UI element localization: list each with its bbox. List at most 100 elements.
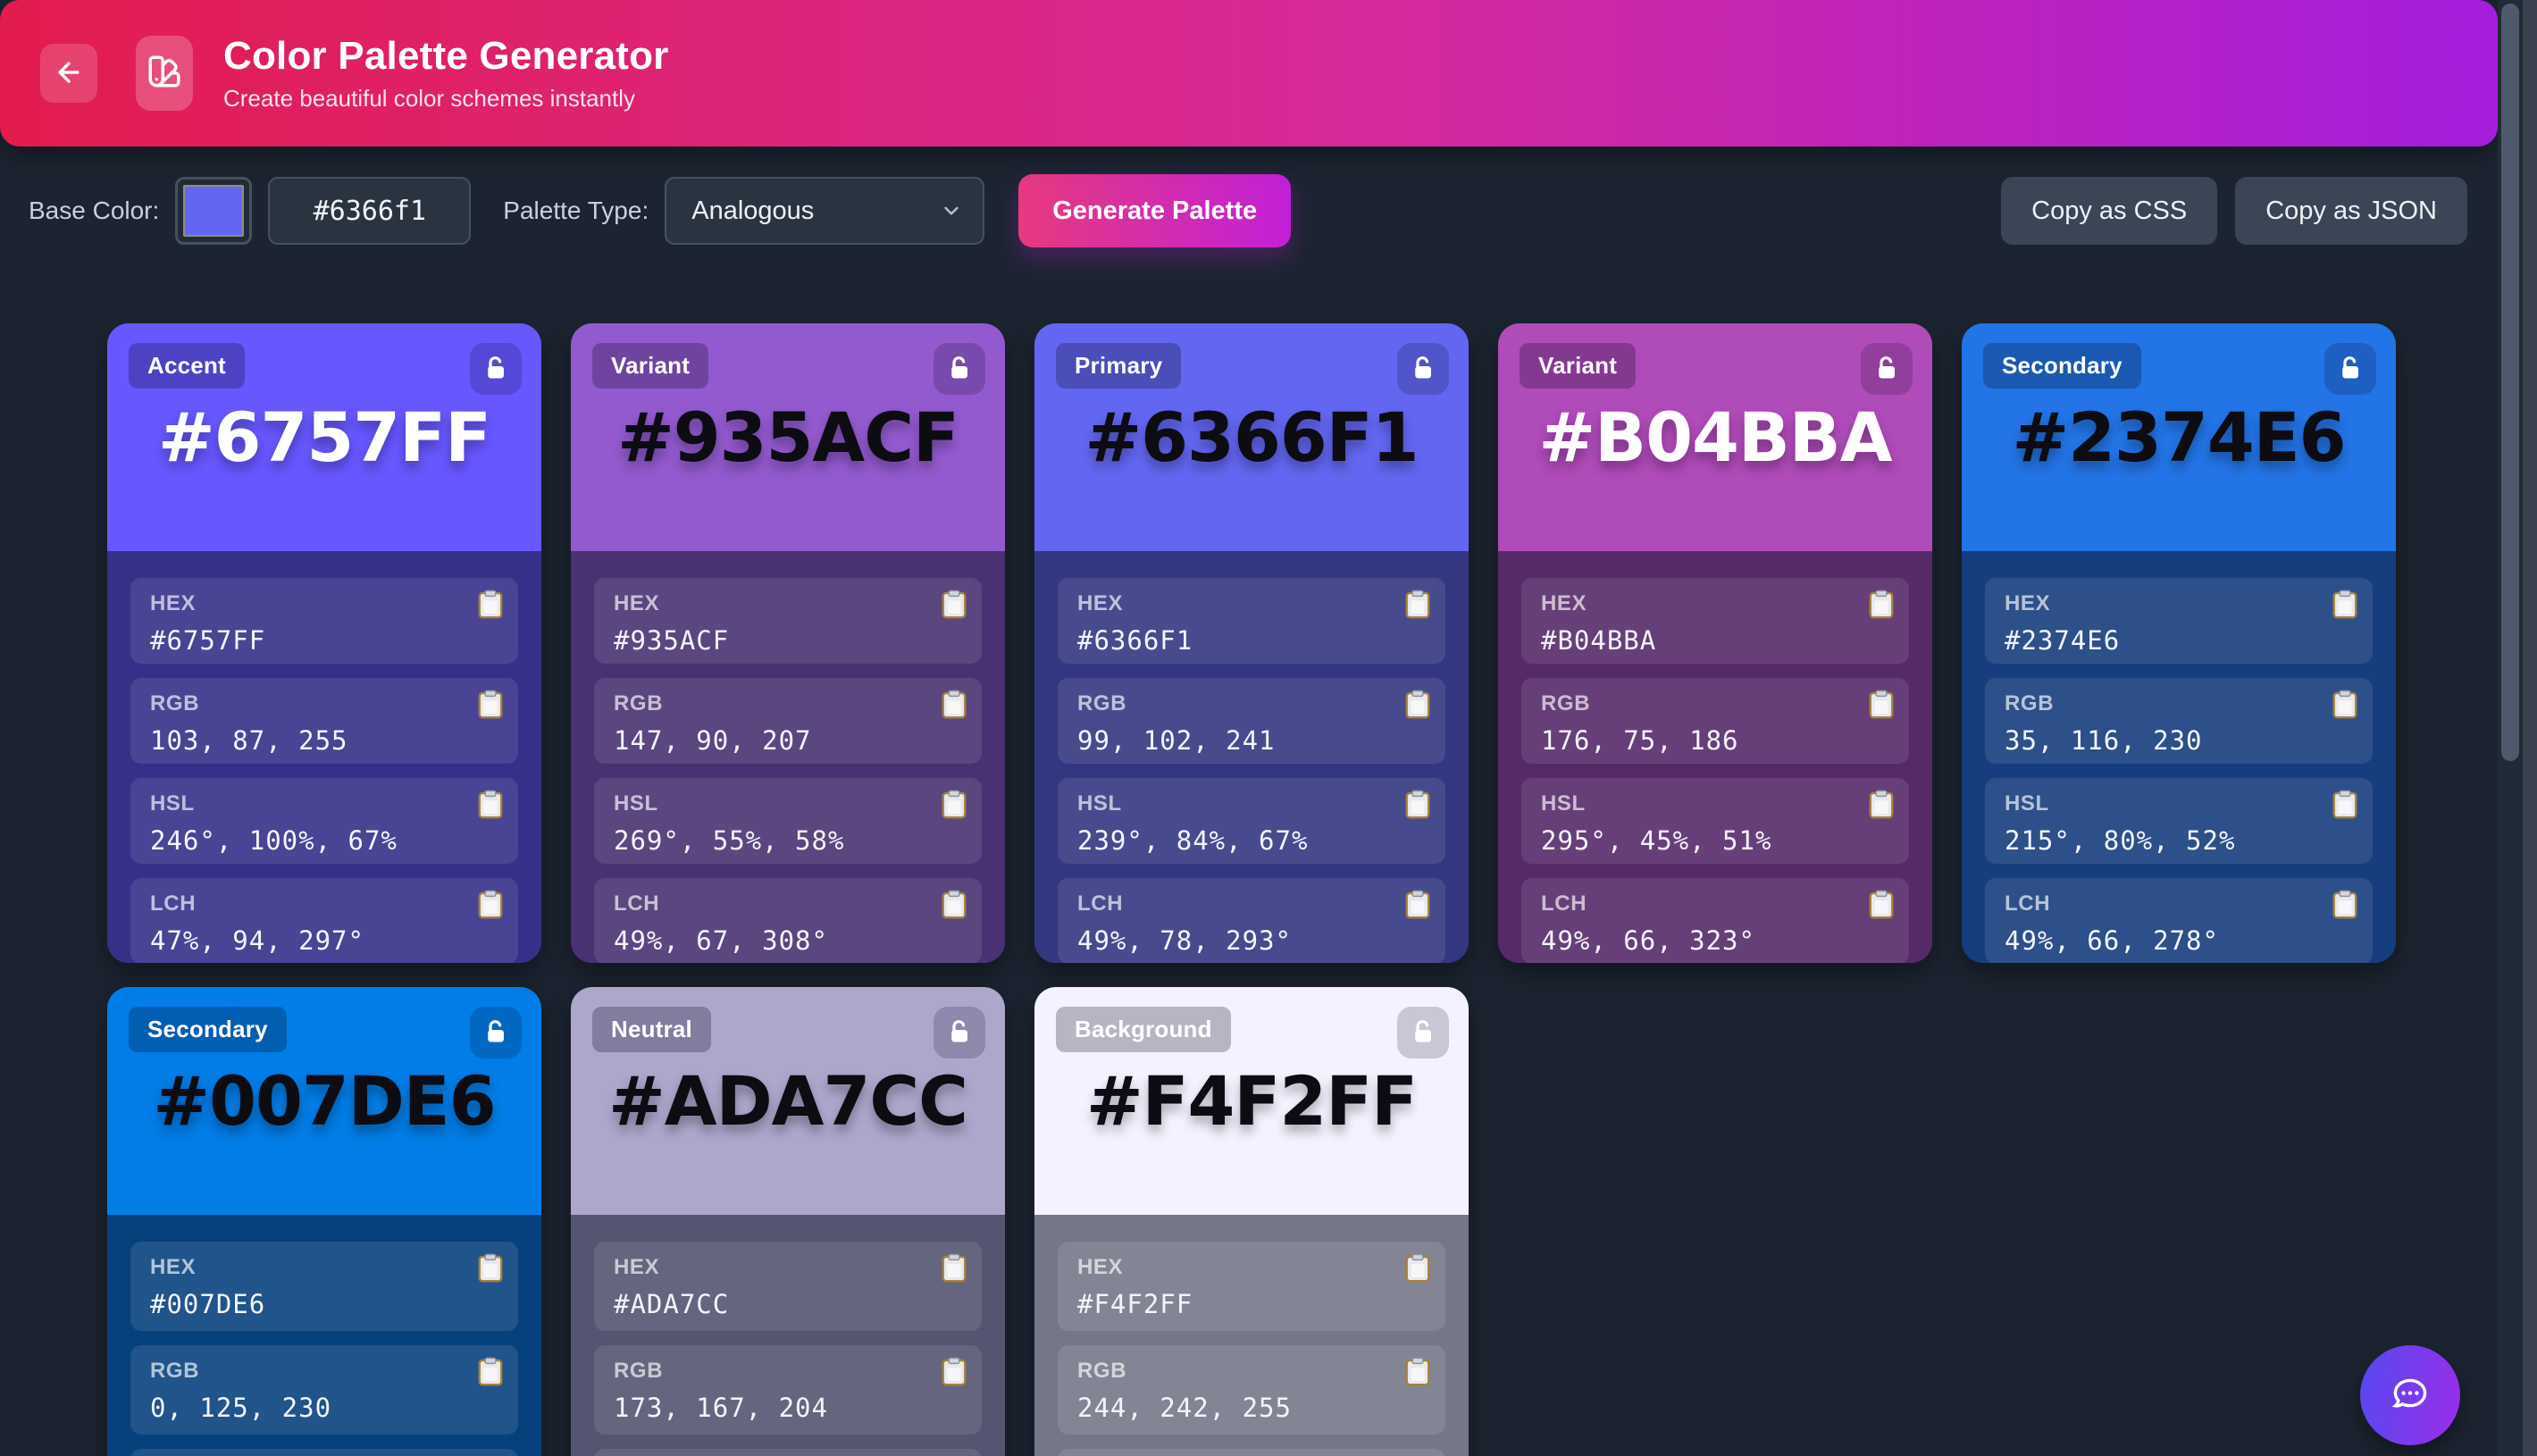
copy-row-hex[interactable]: HEX #935ACF xyxy=(594,578,982,664)
clipboard-icon[interactable] xyxy=(2332,790,2357,819)
clipboard-icon[interactable] xyxy=(1869,690,1894,719)
clipboard-icon[interactable] xyxy=(1405,790,1430,819)
clipboard-icon[interactable] xyxy=(1405,1253,1430,1283)
copy-row-lch[interactable]: LCH 49%, 67, 308° xyxy=(594,878,982,963)
clipboard-icon[interactable] xyxy=(1405,1357,1430,1386)
copy-row-hsl[interactable]: HSL xyxy=(130,1449,518,1456)
base-color-input[interactable] xyxy=(268,177,472,245)
card-hex-value: #935ACF xyxy=(617,397,959,477)
row-label: HEX xyxy=(1077,1255,1124,1279)
row-value: 176, 75, 186 xyxy=(1541,725,1739,756)
copy-row-lch[interactable]: LCH 49%, 78, 293° xyxy=(1058,878,1445,963)
clipboard-icon[interactable] xyxy=(1405,890,1430,919)
clipboard-icon[interactable] xyxy=(942,1357,967,1386)
card-role-badge: Primary xyxy=(1056,343,1182,389)
clipboard-icon[interactable] xyxy=(942,790,967,819)
lock-open-icon xyxy=(946,355,973,384)
copy-row-hsl[interactable]: HSL xyxy=(594,1449,982,1456)
copy-row-rgb[interactable]: RGB 147, 90, 207 xyxy=(594,678,982,764)
copy-row-lch[interactable]: LCH 47%, 94, 297° xyxy=(130,878,518,963)
chat-fab-button[interactable] xyxy=(2360,1345,2460,1445)
row-label: RGB xyxy=(2005,691,2055,715)
clipboard-icon[interactable] xyxy=(1405,590,1430,619)
row-label: HSL xyxy=(1541,791,1586,816)
lock-button[interactable] xyxy=(934,1007,985,1059)
lock-button[interactable] xyxy=(2324,343,2376,395)
copy-row-lch[interactable]: LCH 49%, 66, 323° xyxy=(1521,878,1909,963)
clipboard-icon[interactable] xyxy=(2332,690,2357,719)
row-value: #6366F1 xyxy=(1077,625,1193,656)
back-button[interactable] xyxy=(40,44,97,103)
card-details: HEX #007DE6 RGB 0, 125, 230 HSL xyxy=(107,1215,541,1456)
clipboard-icon[interactable] xyxy=(478,790,503,819)
copy-row-rgb[interactable]: RGB 176, 75, 186 xyxy=(1521,678,1909,764)
copy-row-hsl[interactable]: HSL 269°, 55%, 58% xyxy=(594,778,982,864)
copy-row-hex[interactable]: HEX #B04BBA xyxy=(1521,578,1909,664)
lock-open-icon xyxy=(1410,355,1436,384)
lock-button[interactable] xyxy=(934,343,985,395)
row-value: 49%, 66, 323° xyxy=(1541,925,1755,956)
copy-row-rgb[interactable]: RGB 0, 125, 230 xyxy=(130,1345,518,1435)
copy-json-button[interactable]: Copy as JSON xyxy=(2235,177,2467,245)
copy-row-rgb[interactable]: RGB 173, 167, 204 xyxy=(594,1345,982,1435)
generate-palette-button[interactable]: Generate Palette xyxy=(1018,174,1292,247)
clipboard-icon[interactable] xyxy=(1869,890,1894,919)
copy-row-hex[interactable]: HEX #6757FF xyxy=(130,578,518,664)
clipboard-icon[interactable] xyxy=(478,1357,503,1386)
copy-row-hex[interactable]: HEX #007DE6 xyxy=(130,1242,518,1331)
copy-row-hsl[interactable]: HSL 239°, 84%, 67% xyxy=(1058,778,1445,864)
clipboard-icon[interactable] xyxy=(942,690,967,719)
clipboard-icon[interactable] xyxy=(478,690,503,719)
clipboard-icon[interactable] xyxy=(1869,590,1894,619)
lock-open-icon xyxy=(2337,355,2364,384)
color-card: Background #F4F2FF HEX #F4F2FF RGB 244, 242, … xyxy=(1034,987,1469,1456)
app-logo xyxy=(136,36,193,111)
copy-row-lch[interactable]: LCH 49%, 66, 278° xyxy=(1985,878,2373,963)
copy-row-hex[interactable]: HEX #F4F2FF xyxy=(1058,1242,1445,1331)
copy-row-rgb[interactable]: RGB 244, 242, 255 xyxy=(1058,1345,1445,1435)
row-value: 35, 116, 230 xyxy=(2005,725,2203,756)
row-value: #007DE6 xyxy=(150,1289,266,1319)
row-label: HEX xyxy=(150,591,197,615)
swatch-book-icon xyxy=(146,53,183,95)
clipboard-icon[interactable] xyxy=(942,890,967,919)
clipboard-icon[interactable] xyxy=(2332,590,2357,619)
lock-button[interactable] xyxy=(470,1007,522,1059)
clipboard-icon[interactable] xyxy=(478,1253,503,1283)
clipboard-icon[interactable] xyxy=(478,890,503,919)
base-color-label: Base Color: xyxy=(29,197,160,224)
palette-type-label: Palette Type: xyxy=(503,197,649,224)
lock-button[interactable] xyxy=(1397,1007,1449,1059)
copy-row-hex[interactable]: HEX #2374E6 xyxy=(1985,578,2373,664)
copy-row-rgb[interactable]: RGB 103, 87, 255 xyxy=(130,678,518,764)
clipboard-icon[interactable] xyxy=(1869,790,1894,819)
clipboard-icon[interactable] xyxy=(478,590,503,619)
copy-row-hsl[interactable]: HSL xyxy=(1058,1449,1445,1456)
copy-row-rgb[interactable]: RGB 99, 102, 241 xyxy=(1058,678,1445,764)
base-color-swatch[interactable] xyxy=(175,177,253,245)
copy-row-rgb[interactable]: RGB 35, 116, 230 xyxy=(1985,678,2373,764)
card-role-badge: Variant xyxy=(592,343,709,389)
copy-row-hsl[interactable]: HSL 246°, 100%, 67% xyxy=(130,778,518,864)
copy-row-hsl[interactable]: HSL 215°, 80%, 52% xyxy=(1985,778,2373,864)
lock-button[interactable] xyxy=(1861,343,1913,395)
scrollbar-thumb[interactable] xyxy=(2501,4,2519,761)
clipboard-icon[interactable] xyxy=(1405,690,1430,719)
row-label: HEX xyxy=(1541,591,1587,615)
copy-row-hsl[interactable]: HSL 295°, 45%, 51% xyxy=(1521,778,1909,864)
card-details: HEX #6366F1 RGB 99, 102, 241 HSL 239°, 84%, 6… xyxy=(1034,551,1469,963)
lock-button[interactable] xyxy=(1397,343,1449,395)
copy-row-hex[interactable]: HEX #ADA7CC xyxy=(594,1242,982,1331)
row-value: #6757FF xyxy=(150,625,266,656)
row-value: 215°, 80%, 52% xyxy=(2005,825,2236,856)
row-value: 244, 242, 255 xyxy=(1077,1393,1292,1423)
clipboard-icon[interactable] xyxy=(942,1253,967,1283)
lock-button[interactable] xyxy=(470,343,522,395)
clipboard-icon[interactable] xyxy=(942,590,967,619)
palette-type-select[interactable]: Analogous xyxy=(665,177,985,245)
card-hex-value: #2374E6 xyxy=(2012,397,2347,477)
copy-row-hex[interactable]: HEX #6366F1 xyxy=(1058,578,1445,664)
copy-css-button[interactable]: Copy as CSS xyxy=(2001,177,2218,245)
clipboard-icon[interactable] xyxy=(2332,890,2357,919)
row-label: HEX xyxy=(150,1255,197,1279)
